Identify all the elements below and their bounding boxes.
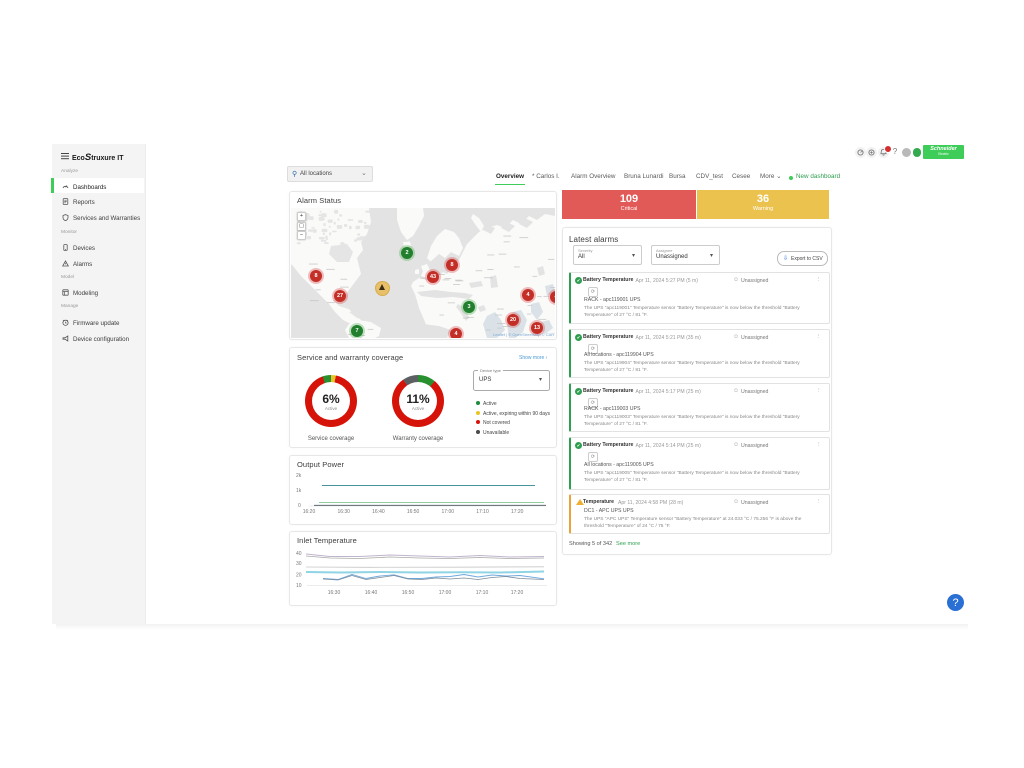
svg-text:0: 0 (298, 503, 301, 509)
svg-text:17:20: 17:20 (511, 509, 524, 515)
svg-text:1k: 1k (296, 488, 302, 494)
svg-text:17:00: 17:00 (439, 590, 452, 596)
svg-text:17:20: 17:20 (511, 590, 524, 596)
svg-text:16:20: 16:20 (303, 509, 316, 515)
svg-text:16:40: 16:40 (365, 590, 378, 596)
svg-text:16:50: 16:50 (402, 590, 415, 596)
svg-text:2k: 2k (296, 473, 302, 479)
svg-text:16:30: 16:30 (337, 509, 350, 515)
svg-text:16:40: 16:40 (372, 509, 385, 515)
svg-text:16:50: 16:50 (407, 509, 420, 515)
svg-text:17:10: 17:10 (476, 509, 489, 515)
svg-text:30: 30 (296, 561, 302, 567)
svg-text:40: 40 (296, 551, 302, 557)
svg-text:17:00: 17:00 (442, 509, 455, 515)
svg-text:10: 10 (296, 583, 302, 589)
svg-text:17:10: 17:10 (476, 590, 489, 596)
svg-text:20: 20 (296, 573, 302, 579)
svg-text:16:30: 16:30 (328, 590, 341, 596)
